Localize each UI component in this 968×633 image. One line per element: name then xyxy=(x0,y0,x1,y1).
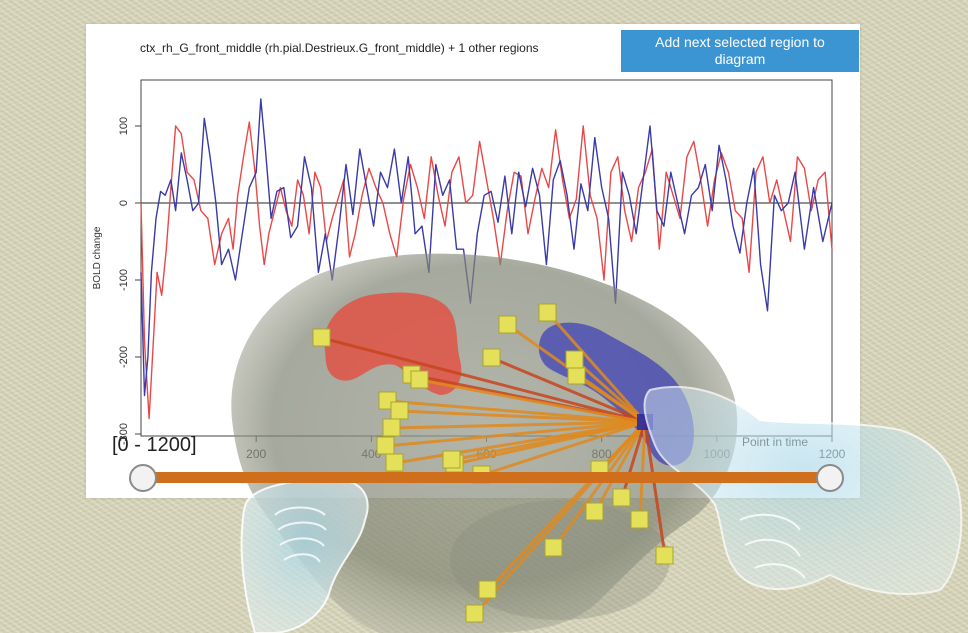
right-virtual-hand[interactable] xyxy=(643,385,963,596)
network-node-cube[interactable] xyxy=(585,502,604,521)
right-hand-fingers xyxy=(739,513,806,579)
network-node-cube[interactable] xyxy=(410,370,429,389)
network-node-cube[interactable] xyxy=(630,510,649,529)
add-region-to-diagram-button[interactable]: Add next selected region to diagram xyxy=(621,30,859,72)
network-node-cube[interactable] xyxy=(312,328,331,347)
y-tick-label: -300 xyxy=(118,423,130,445)
network-node-cube[interactable] xyxy=(498,315,517,334)
y-tick-label: -200 xyxy=(118,346,130,368)
network-node-cube[interactable] xyxy=(538,303,557,322)
network-node-cube[interactable] xyxy=(482,348,501,367)
series-line-1 xyxy=(140,121,833,420)
network-node-cube[interactable] xyxy=(376,436,395,455)
connectivity-network xyxy=(312,303,674,623)
y-tick-label: 0 xyxy=(118,200,130,206)
network-node-cube[interactable] xyxy=(390,401,409,420)
left-hand-fingers xyxy=(274,506,327,563)
network-node-cube[interactable] xyxy=(544,538,563,557)
y-axis-label: BOLD change xyxy=(92,226,103,289)
series-line-2 xyxy=(140,98,833,397)
plot-title: ctx_rh_G_front_middle (rh.pial.Destrieux… xyxy=(140,41,539,55)
network-node-cube[interactable] xyxy=(382,418,401,437)
network-node-cube[interactable] xyxy=(442,450,461,469)
time-range-label: [0 - 1200] xyxy=(112,434,197,456)
red-highlighted-region xyxy=(324,292,462,395)
network-node-cube[interactable] xyxy=(385,453,404,472)
chart-series xyxy=(140,98,833,420)
network-node-cube[interactable] xyxy=(655,546,674,565)
y-tick-label: 100 xyxy=(118,117,130,135)
network-node-cube[interactable] xyxy=(612,488,631,507)
y-tick-label: -100 xyxy=(118,269,130,291)
time-range-slider-track[interactable] xyxy=(142,472,832,483)
network-node-cube[interactable] xyxy=(565,350,584,369)
brain-lower-lobe xyxy=(450,500,670,620)
network-node-cube[interactable] xyxy=(465,604,484,623)
network-node-cube[interactable] xyxy=(478,580,497,599)
slider-max-handle[interactable] xyxy=(816,464,844,492)
slider-min-handle[interactable] xyxy=(129,464,157,492)
network-node-cube[interactable] xyxy=(567,366,586,385)
